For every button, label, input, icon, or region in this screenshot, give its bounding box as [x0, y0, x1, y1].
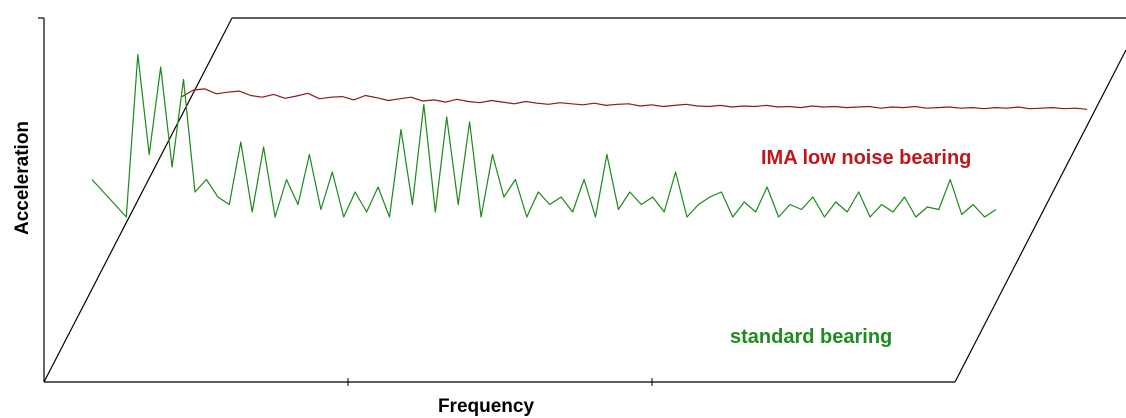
x-axis-label: Frequency — [438, 396, 535, 417]
depth-frame — [43, 17, 1126, 383]
axes — [38, 17, 955, 386]
y-axis-label: Acceleration — [12, 121, 33, 235]
frame-left-edge — [43, 17, 233, 383]
series-line-ima — [181, 88, 1088, 110]
series-layer — [91, 53, 1088, 218]
frame-right-edge — [954, 49, 1126, 383]
series-label-ima: IMA low noise bearing — [761, 147, 971, 169]
series-line-standard — [91, 53, 997, 218]
series-label-standard: standard bearing — [730, 326, 892, 348]
